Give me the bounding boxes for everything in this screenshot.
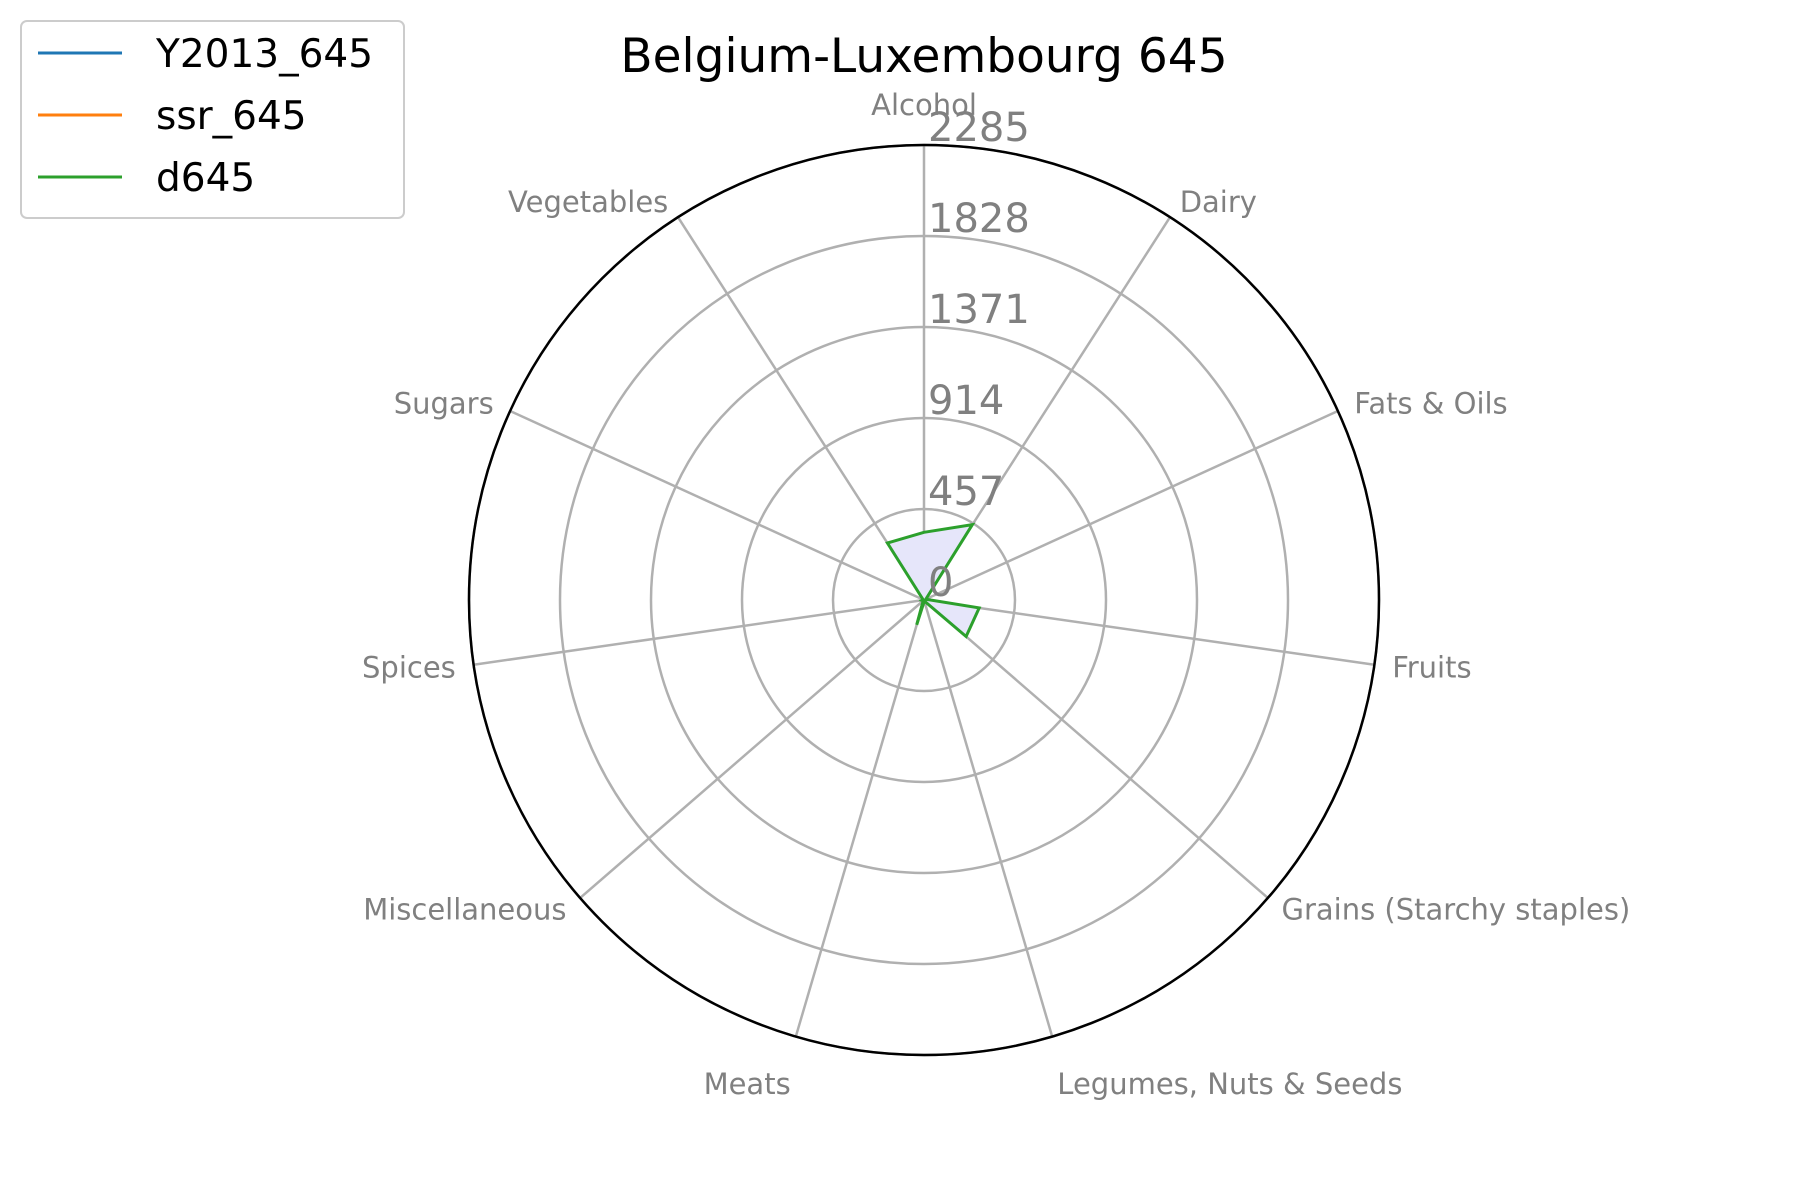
grid-spoke [579,599,925,899]
grid-spoke [676,216,926,601]
radial-tick-label: 457 [928,469,1004,515]
grid-spoke [923,409,1339,602]
category-label: Grains (Starchy staples) [1282,893,1631,927]
radial-tick-label: 2285 [928,105,1030,151]
legend-frame [20,20,405,219]
chart-title: Belgium-Luxembourg 645 [620,29,1227,84]
radar-tick-labels: 0 457 914 1371 1828 2285 [928,105,1030,606]
category-label: Legumes, Nuts & Seeds [1057,1067,1402,1101]
radar-labels: Alcohol Dairy Fats & Oils Fruits Grains (Sta… [362,88,1630,1101]
series-fill [887,524,980,637]
grid-spoke [794,599,926,1037]
category-label: Meats [704,1067,791,1101]
category-label: Sugars [394,387,494,421]
legend-label: ssr_645 [156,94,307,139]
category-label: Miscellaneous [363,893,566,927]
grid-spoke [473,598,925,666]
radar-series [885,522,982,639]
radial-tick-label: 0 [928,560,953,606]
category-label: Fats & Oils [1354,387,1507,421]
radar-outer-frame [467,143,1381,1057]
legend-label: d645 [156,156,255,201]
radial-tick-label: 1828 [928,196,1030,242]
category-label: Alcohol [871,88,977,122]
category-label: Fruits [1392,650,1471,684]
legend-label: Y2013_645 [155,32,373,77]
grid-spoke [509,409,925,602]
category-label: Vegetables [508,185,668,219]
radar-fill [887,524,980,637]
series-line [885,522,982,639]
radial-tick-label: 914 [928,378,1004,424]
radial-tick-label: 1371 [928,287,1030,333]
category-label: Spices [362,650,456,684]
grid-spoke [922,599,1054,1037]
category-label: Dairy [1180,185,1257,219]
grid-spoke [923,599,1269,899]
grid-spoke [923,598,1375,666]
legend: Y2013_645 ssr_645 d645 [20,20,405,219]
